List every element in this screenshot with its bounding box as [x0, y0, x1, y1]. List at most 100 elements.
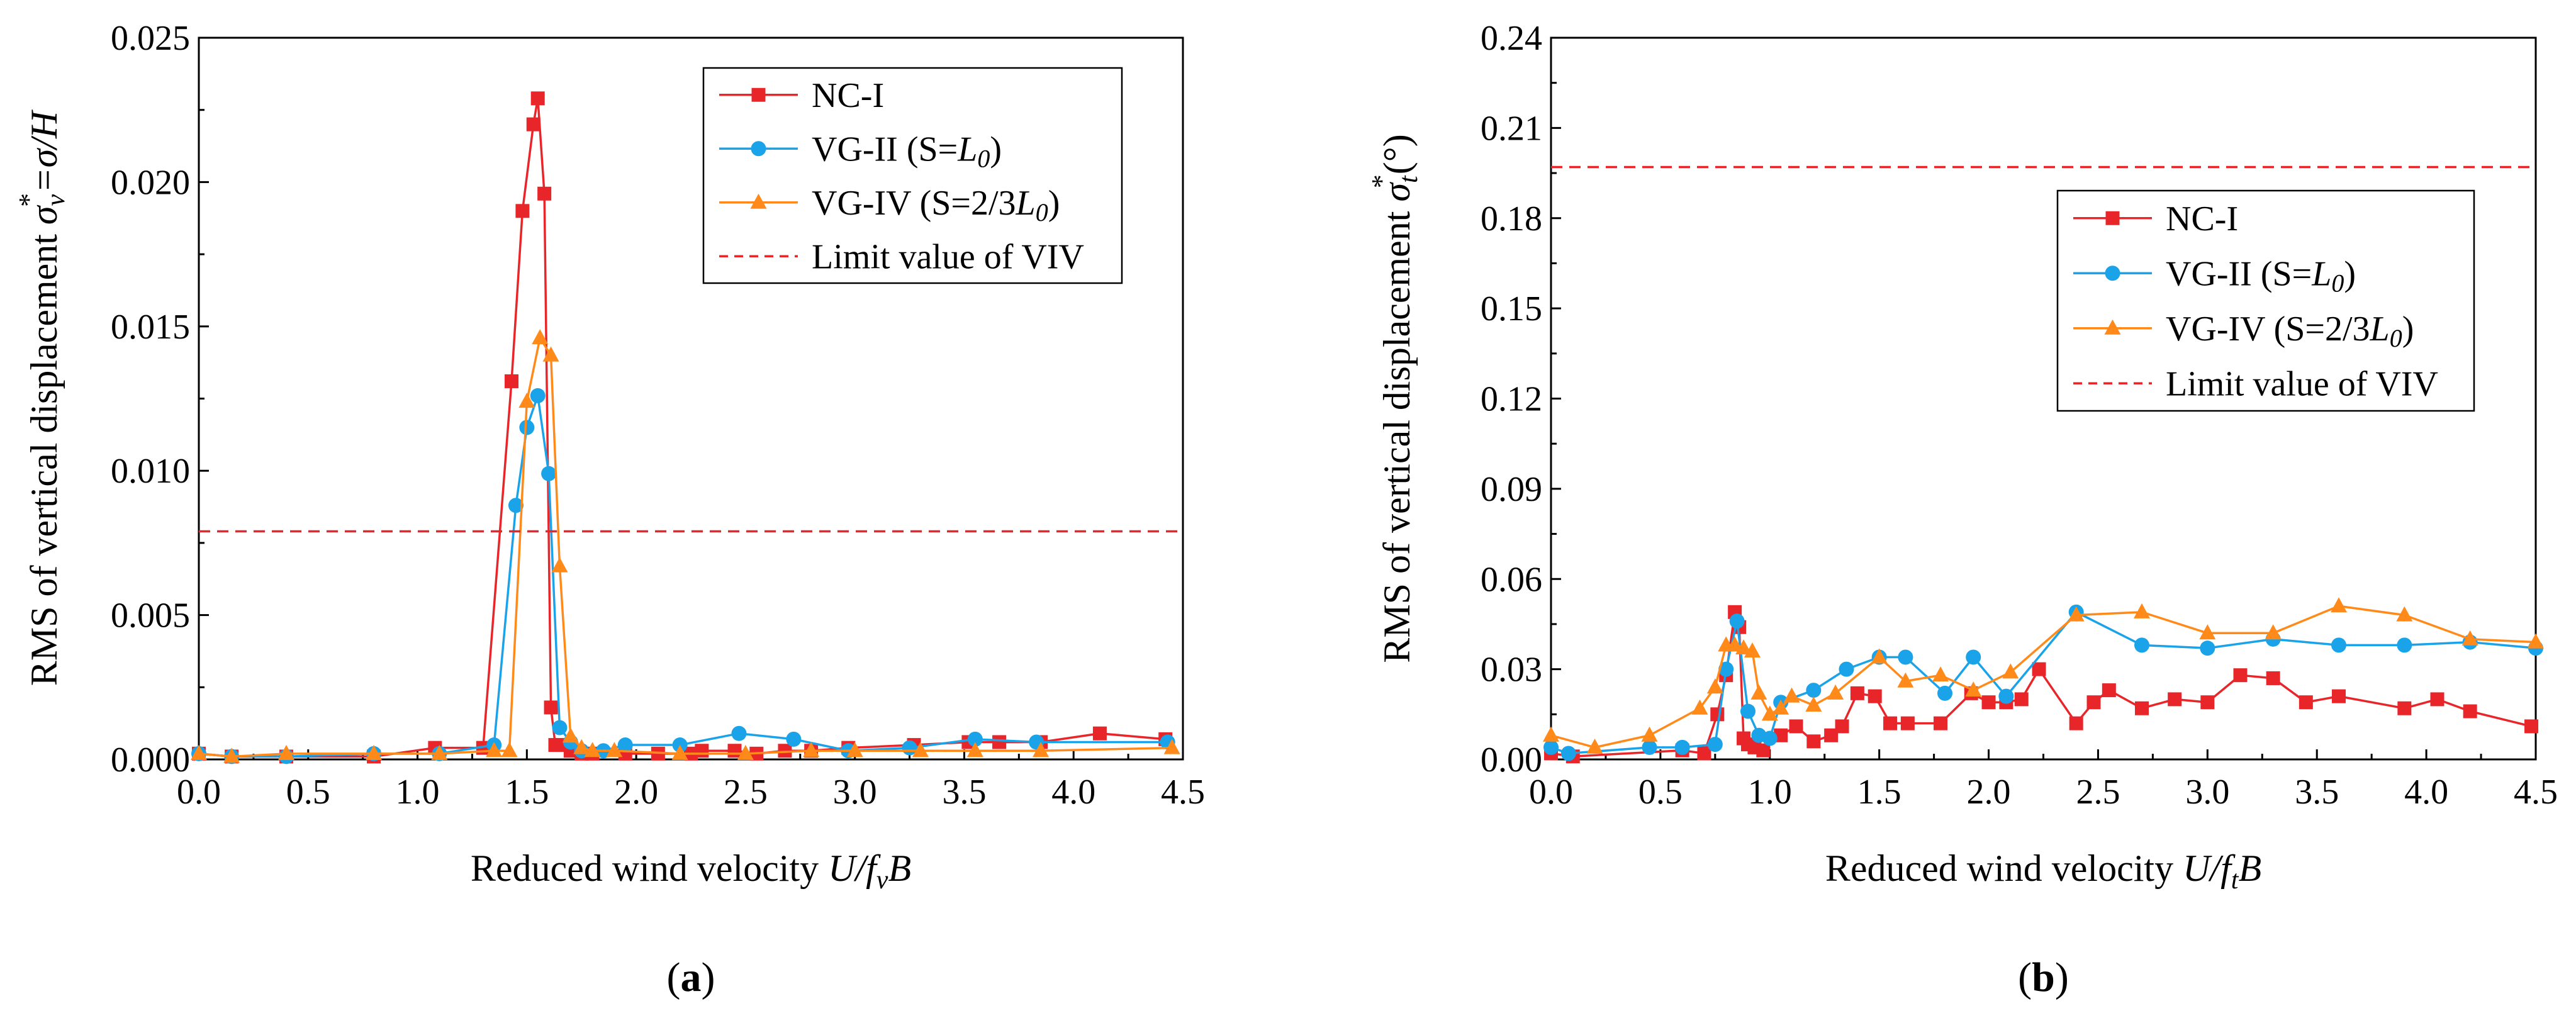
data-point: [551, 557, 568, 573]
data-point: [2430, 692, 2444, 707]
data-point: [1543, 739, 1559, 755]
data-point: [515, 204, 530, 218]
y-tick-label: 0.18: [1481, 199, 1542, 238]
legend-marker: [751, 141, 766, 157]
data-point: [431, 744, 448, 760]
data-point: [1707, 737, 1723, 752]
x-tick-label: 0.0: [1529, 773, 1573, 812]
data-point: [786, 731, 802, 747]
legend-label: VG-IV (S=2/3L0): [2166, 310, 2414, 352]
x-axis-label: Reduced wind velocity U/fvB: [471, 847, 911, 895]
y-tick-label: 0.24: [1481, 19, 1542, 58]
y-tick-label: 0.00: [1481, 741, 1542, 780]
data-point: [552, 720, 568, 736]
x-tick-label: 2.5: [2076, 773, 2120, 812]
data-point: [1871, 648, 1888, 664]
x-tick-label: 3.5: [942, 773, 986, 812]
x-axis-label: Reduced wind velocity U/ftB: [1825, 847, 2261, 895]
y-tick-label: 0.000: [111, 741, 190, 780]
legend-label: NC-I: [812, 76, 884, 115]
data-point: [584, 742, 601, 758]
data-point: [1934, 716, 1948, 730]
series-line: [198, 337, 1172, 758]
x-tick-label: 4.0: [2404, 773, 2448, 812]
data-point: [191, 744, 207, 760]
data-point: [1898, 649, 1913, 665]
x-tick-label: 0.0: [177, 773, 221, 812]
data-point: [2332, 689, 2346, 703]
data-point: [727, 744, 742, 758]
series-vg-iv: [191, 329, 1180, 763]
data-point: [1163, 739, 1180, 754]
data-point: [1697, 746, 1711, 761]
data-point: [1586, 738, 1603, 754]
data-point: [1937, 685, 1952, 701]
data-point: [519, 420, 535, 435]
data-point: [530, 388, 546, 403]
data-point: [1756, 743, 1771, 758]
data-point: [695, 744, 709, 758]
data-point: [2199, 624, 2216, 640]
y-tick-label: 0.020: [111, 163, 190, 202]
x-tick-label: 1.0: [396, 773, 440, 812]
x-tick-label: 4.5: [1161, 773, 1205, 812]
legend: NC-I VG-II (S=L0) VG-IV (S=2/3L0) Limit val…: [2056, 189, 2475, 412]
y-tick-label: 0.09: [1481, 470, 1542, 509]
data-point: [1805, 696, 1822, 712]
data-point: [1740, 703, 1756, 719]
data-point: [912, 742, 929, 758]
series-line: [1550, 605, 2536, 749]
data-point: [1761, 705, 1778, 721]
data-point: [2200, 695, 2215, 710]
data-point: [537, 186, 552, 201]
data-point: [2397, 637, 2412, 653]
y-tick-label: 0.010: [111, 452, 190, 491]
data-point: [1674, 739, 1690, 755]
data-point: [1718, 661, 1734, 677]
data-point: [2233, 668, 2248, 683]
x-tick-label: 2.5: [724, 773, 768, 812]
y-tick-label: 0.025: [111, 19, 190, 58]
data-point: [573, 739, 590, 754]
data-point: [1092, 726, 1107, 741]
y-tick-label: 0.21: [1481, 109, 1542, 148]
data-point: [1827, 684, 1844, 700]
data-point: [1789, 719, 1803, 734]
data-point: [518, 393, 535, 408]
data-point: [2135, 701, 2149, 715]
data-point: [1835, 719, 1849, 734]
data-point: [1772, 699, 1789, 715]
data-point: [992, 735, 1007, 749]
data-point: [671, 744, 688, 760]
data-point: [223, 747, 240, 763]
data-point: [501, 742, 518, 758]
legend-box: [2056, 189, 2475, 412]
data-point: [2086, 695, 2101, 710]
panel-label: (b): [2018, 954, 2069, 1000]
data-point: [2032, 662, 2046, 676]
data-point: [1750, 684, 1767, 700]
data-point: [1691, 699, 1708, 715]
legend-label: VG-II (S=L0): [2166, 254, 2356, 297]
x-tick-label: 2.0: [614, 773, 658, 812]
data-point: [532, 329, 549, 345]
data-point: [731, 725, 747, 741]
chart-panel-a: 0.0 0.5 1.0 1.5 2.0 2.5 3.0 3.5 4.0 4.5 0.000 0.005…: [13, 19, 1205, 1000]
data-point: [2168, 692, 2182, 707]
data-point: [505, 374, 519, 388]
data-point: [2134, 637, 2149, 653]
x-tick-label: 3.0: [2185, 773, 2229, 812]
data-point: [967, 731, 983, 747]
y-tick-label: 0.12: [1481, 380, 1542, 419]
data-point: [2331, 637, 2346, 653]
data-point: [1735, 639, 1752, 655]
data-point: [1783, 687, 1800, 703]
data-point: [737, 744, 754, 760]
legend-marker: [751, 87, 766, 102]
data-point: [508, 498, 524, 513]
data-point: [1839, 661, 1854, 677]
legend-label: NC-I: [2166, 199, 2238, 238]
x-tick-label: 2.0: [1967, 773, 2011, 812]
data-point: [803, 742, 820, 758]
data-point: [1729, 613, 1745, 629]
